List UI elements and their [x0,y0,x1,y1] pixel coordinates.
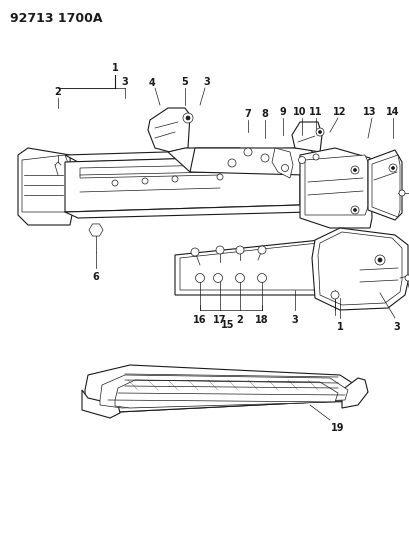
Circle shape [186,116,190,120]
Circle shape [319,131,321,133]
Polygon shape [80,165,220,178]
Circle shape [112,180,118,186]
Circle shape [261,154,269,162]
Text: 2: 2 [237,315,243,325]
Circle shape [196,273,204,282]
Circle shape [244,148,252,156]
Circle shape [281,165,288,172]
Text: 6: 6 [92,272,99,282]
Text: 17: 17 [213,315,227,325]
Text: 18: 18 [255,315,269,325]
Polygon shape [168,148,248,172]
Circle shape [331,291,339,299]
Circle shape [351,166,359,174]
Circle shape [142,178,148,184]
Polygon shape [89,224,103,236]
Text: 13: 13 [363,107,377,117]
Polygon shape [100,375,348,408]
Text: 10: 10 [293,107,307,117]
Text: 4: 4 [148,78,155,88]
Text: 3: 3 [292,315,299,325]
Text: 8: 8 [262,109,268,119]
Circle shape [258,273,267,282]
Polygon shape [85,388,360,412]
Text: 5: 5 [182,77,189,87]
Circle shape [172,176,178,182]
Text: 2: 2 [55,87,61,97]
Circle shape [236,273,245,282]
Circle shape [216,246,224,254]
Text: 19: 19 [331,423,345,433]
Polygon shape [148,108,190,152]
Circle shape [353,208,357,212]
Text: 15: 15 [221,320,235,330]
Text: 92713 1700A: 92713 1700A [10,12,103,25]
Polygon shape [305,155,368,215]
Polygon shape [18,148,72,225]
Polygon shape [115,380,338,408]
Polygon shape [318,232,402,305]
Polygon shape [175,240,335,295]
Polygon shape [85,365,360,412]
Circle shape [399,190,405,196]
Polygon shape [180,243,330,290]
Polygon shape [82,390,120,418]
Polygon shape [372,155,400,217]
Circle shape [316,128,324,136]
Polygon shape [312,228,408,310]
Text: 1: 1 [112,63,118,73]
Polygon shape [65,205,310,218]
Circle shape [353,168,357,172]
Text: 3: 3 [204,77,210,87]
Text: 3: 3 [393,322,400,332]
Text: 14: 14 [386,107,400,117]
Circle shape [389,164,397,172]
Text: 7: 7 [245,109,252,119]
Text: 1: 1 [337,322,344,332]
Polygon shape [292,122,322,152]
Text: 3: 3 [121,77,128,87]
Circle shape [313,154,319,160]
Text: 16: 16 [193,315,207,325]
Polygon shape [22,155,68,212]
Text: 9: 9 [280,107,286,117]
Polygon shape [342,378,368,408]
Circle shape [217,174,223,180]
Polygon shape [368,150,402,220]
Circle shape [351,206,359,214]
Circle shape [191,248,199,256]
Circle shape [236,246,244,254]
Polygon shape [65,148,310,162]
Circle shape [228,159,236,167]
Circle shape [258,246,266,254]
Polygon shape [190,148,318,175]
Polygon shape [272,148,293,178]
Circle shape [391,166,395,169]
Polygon shape [65,155,300,212]
Text: 12: 12 [333,107,347,117]
Circle shape [375,255,385,265]
Circle shape [299,157,306,164]
Circle shape [378,258,382,262]
Circle shape [213,273,222,282]
Circle shape [183,113,193,123]
Circle shape [405,275,409,281]
Text: 11: 11 [309,107,323,117]
Polygon shape [300,148,372,228]
